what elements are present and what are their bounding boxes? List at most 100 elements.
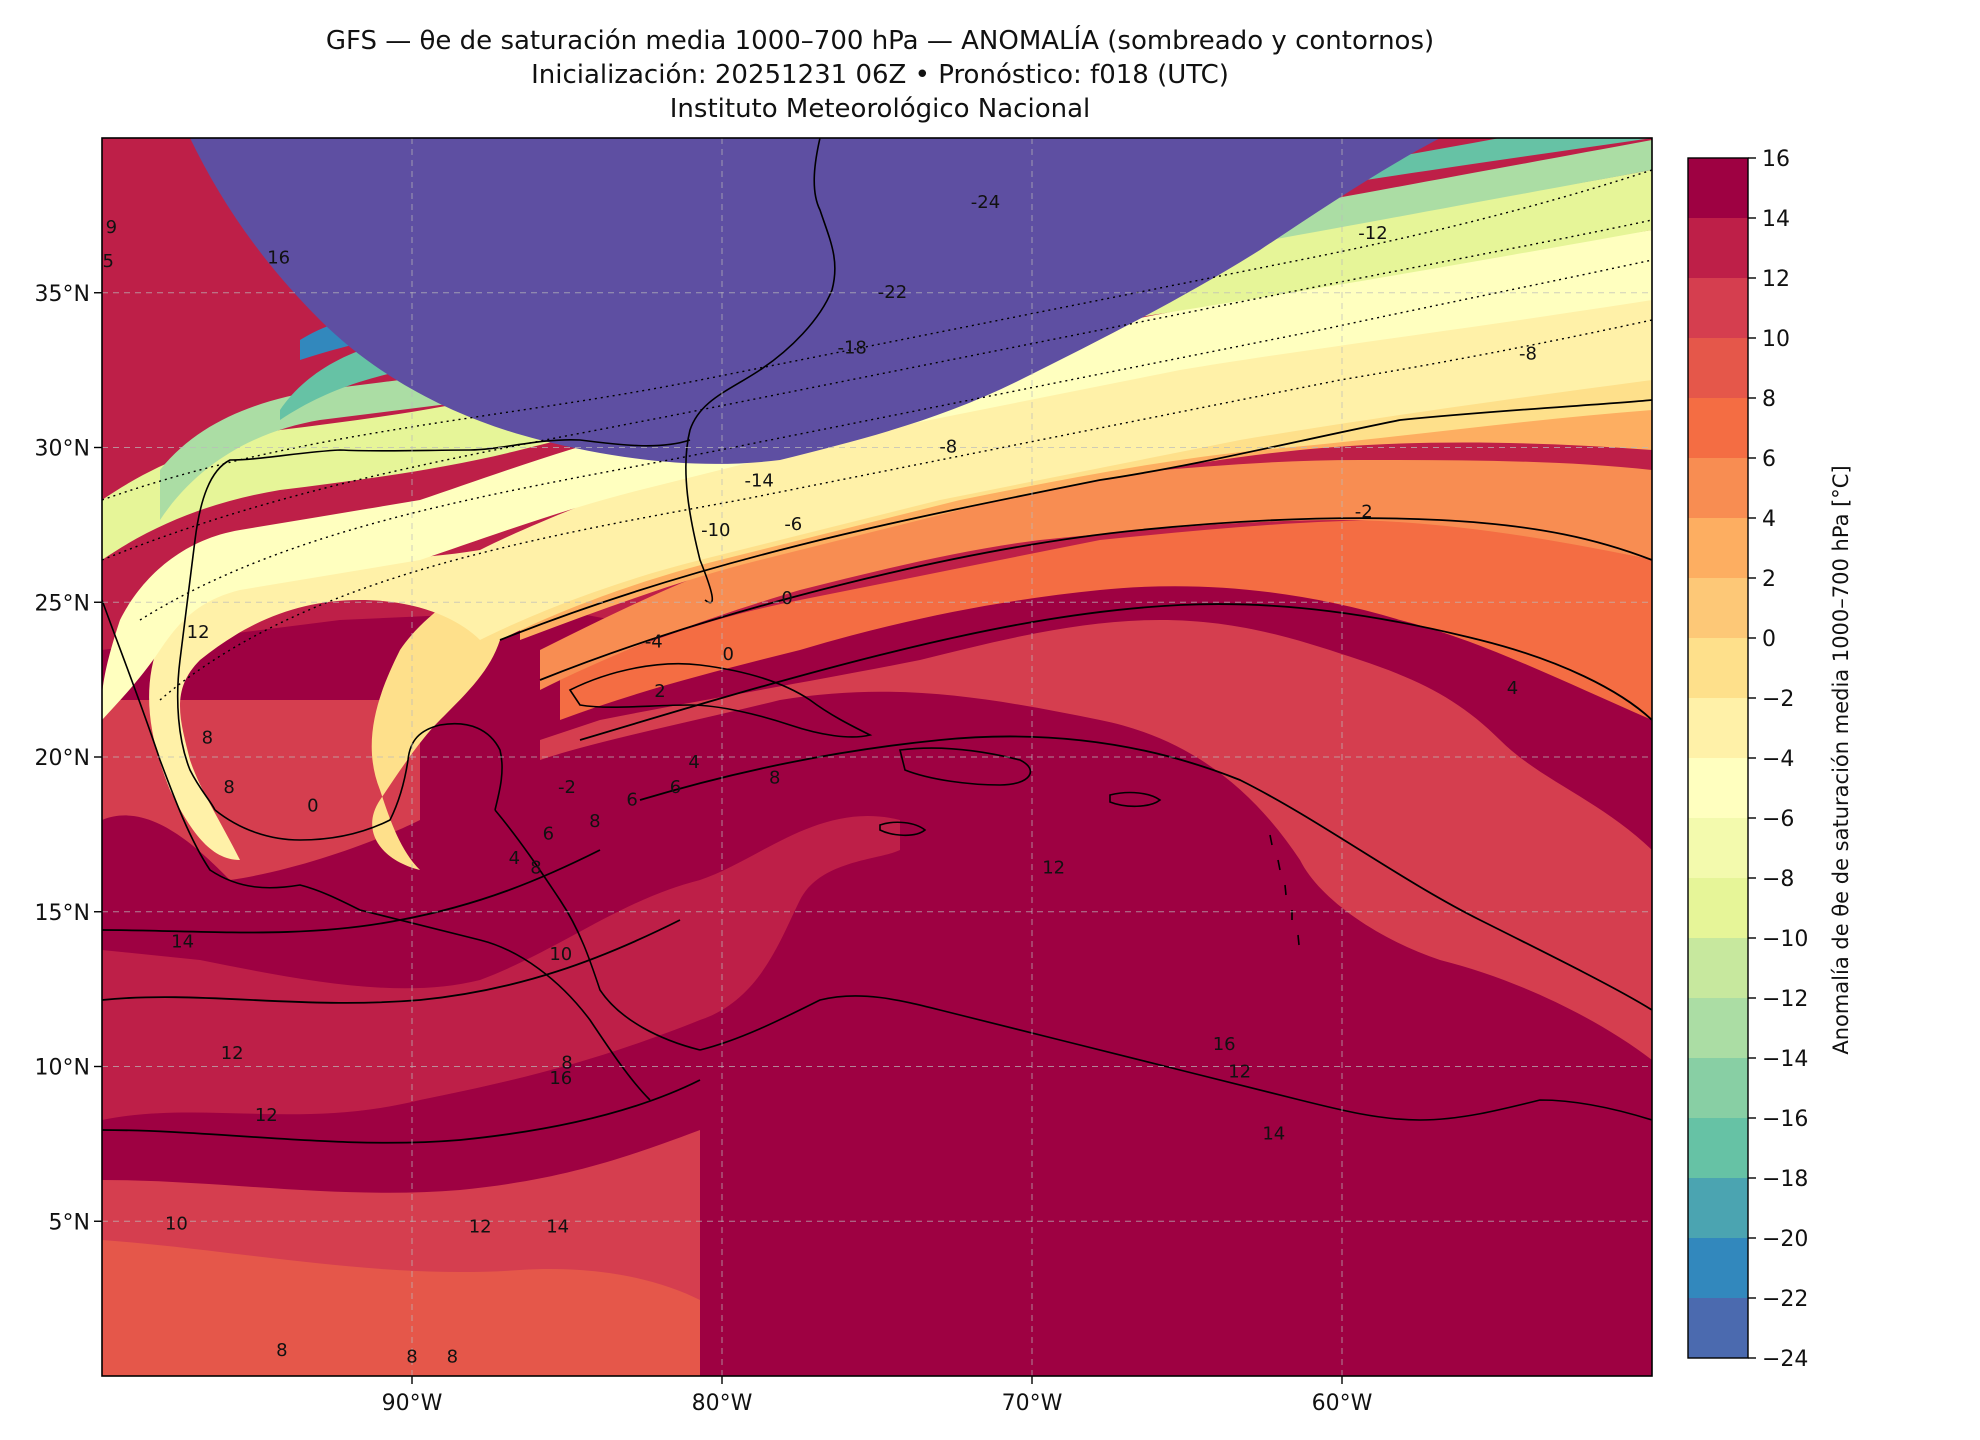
colorbar-tick-label: 16 [1762,147,1790,172]
coastlines [102,138,1652,1121]
lat-tick-label: 20°N [35,746,90,771]
shading-band-8 [560,520,1652,720]
contour-label: -4 [645,631,663,652]
colorbar-tick-label: −4 [1762,747,1794,772]
gridlines [102,138,1652,1376]
anomaly-shading [102,138,1652,1376]
shading-band-10 [102,1240,700,1376]
contour-label: 4 [1507,678,1518,699]
contour-label: 5 [102,251,113,272]
shading-band-12 [102,815,900,1120]
cuba-outline [568,662,873,738]
lat-tick-label: 15°N [35,901,90,926]
colorbar-tick-label: −8 [1762,867,1794,892]
contour-negative-3 [139,259,1652,621]
colorbar-swatch [1688,1298,1748,1359]
lat-tick-label: 25°N [35,591,90,616]
shading-band-m2 [149,260,1652,860]
colorbar-swatch [1688,758,1748,819]
contour-label: -22 [878,282,907,303]
map-subtitle: Inicialización: 20251231 06Z • Pronóstic… [531,60,1229,90]
gulf-coast [176,438,691,811]
contour-label: 12 [469,1216,492,1237]
colorbar-swatch [1688,458,1748,519]
colorbar-tick-label: −2 [1762,687,1794,712]
contour-label: 8 [530,857,541,878]
title-block: GFS — θe de saturación media 1000–700 hP… [0,24,1760,126]
contour-zero [499,399,1652,641]
shading-band-m24 [190,138,1440,464]
colorbar-swatch [1688,638,1748,699]
colorbar-tick-label: −6 [1762,807,1794,832]
contour-pos-12-west [102,919,681,1004]
contour-label: -8 [939,437,957,458]
lat-tick-label: 30°N [35,437,90,462]
colorbar-swatch [1688,818,1748,879]
lon-tick-label: 70°W [1002,1391,1063,1416]
lon-tick-label: 80°W [692,1391,753,1416]
colorbar-label: Anomalía de θe de saturación media 1000–… [1829,465,1853,1054]
contour-label: 16 [267,248,290,269]
contour-label: 12 [255,1105,278,1126]
contour-label: 12 [221,1043,244,1064]
us-east-coast [685,138,836,604]
caribbean-coast [494,809,701,1051]
contour-negative-4 [159,319,1652,701]
colorbar-tick-label: 2 [1762,567,1776,592]
yucatan-coast [214,723,503,841]
hispaniola-outline [899,747,1032,786]
contour-negative-2 [102,219,1652,561]
contour-label: 16 [1213,1034,1236,1055]
contour-label: 4 [688,752,699,773]
contour-label: 8 [769,768,780,789]
contour-lines [102,169,1652,1144]
contour-label: 8 [406,1346,417,1367]
contour-label: -12 [1358,223,1387,244]
contour-label: 12 [187,622,210,643]
contour-label: 12 [1042,857,1065,878]
mexico-pacific-coast [102,599,361,911]
colorbar-swatch [1688,218,1748,279]
lon-tick-label: 90°W [382,1391,443,1416]
colorbar-tick-label: −20 [1762,1227,1808,1252]
contour-label: -24 [971,192,1000,213]
colorbar-tick-label: 0 [1762,627,1776,652]
colorbar-swatch [1688,1178,1748,1239]
colorbar-swatch [1688,1058,1748,1119]
colorbar-tick-label: 12 [1762,267,1790,292]
colorbar-swatch [1688,338,1748,399]
colorbar-swatch [1688,878,1748,939]
colorbar-swatch [1688,1238,1748,1299]
colorbar-tick-label: 4 [1762,507,1776,532]
contour-label: -2 [558,777,576,798]
contour-label: 9 [106,217,117,238]
contour-label: -18 [837,337,866,358]
contour-label: 14 [1262,1124,1285,1145]
contour-label: 0 [307,796,318,817]
contour-label: 8 [202,727,213,748]
contour-label: 6 [543,823,554,844]
contour-label: 12 [1228,1062,1251,1083]
colorbar-tick-label: −24 [1762,1347,1808,1372]
contour-label: -14 [744,471,773,492]
colorbar-swatch [1688,1118,1748,1179]
colorbar-tick-label: −12 [1762,987,1808,1012]
colorbar-tick-label: −14 [1762,1047,1808,1072]
colorbar-swatch [1688,158,1748,219]
contour-label: 14 [171,932,194,953]
colorbar-tick-label: −22 [1762,1287,1808,1312]
colorbar-tick-label: 6 [1762,447,1776,472]
colorbar-tick-label: 8 [1762,387,1776,412]
map-institution: Instituto Meteorológico Nacional [669,94,1091,124]
colorbar-tick-label: −18 [1762,1167,1808,1192]
contour-pos-12 [639,735,1652,1011]
colorbar: 16 14 12 10 8 6 4 2 0 −2 −4 −6 −8 −10 −12 −14 −16 −18 −20 −… [1687,147,1808,1372]
contour-label: 14 [546,1216,569,1237]
contour-label: 8 [276,1340,287,1361]
contour-label: -6 [784,514,802,535]
jamaica-outline [879,821,927,837]
colorbar-tick-label: −10 [1762,927,1808,952]
